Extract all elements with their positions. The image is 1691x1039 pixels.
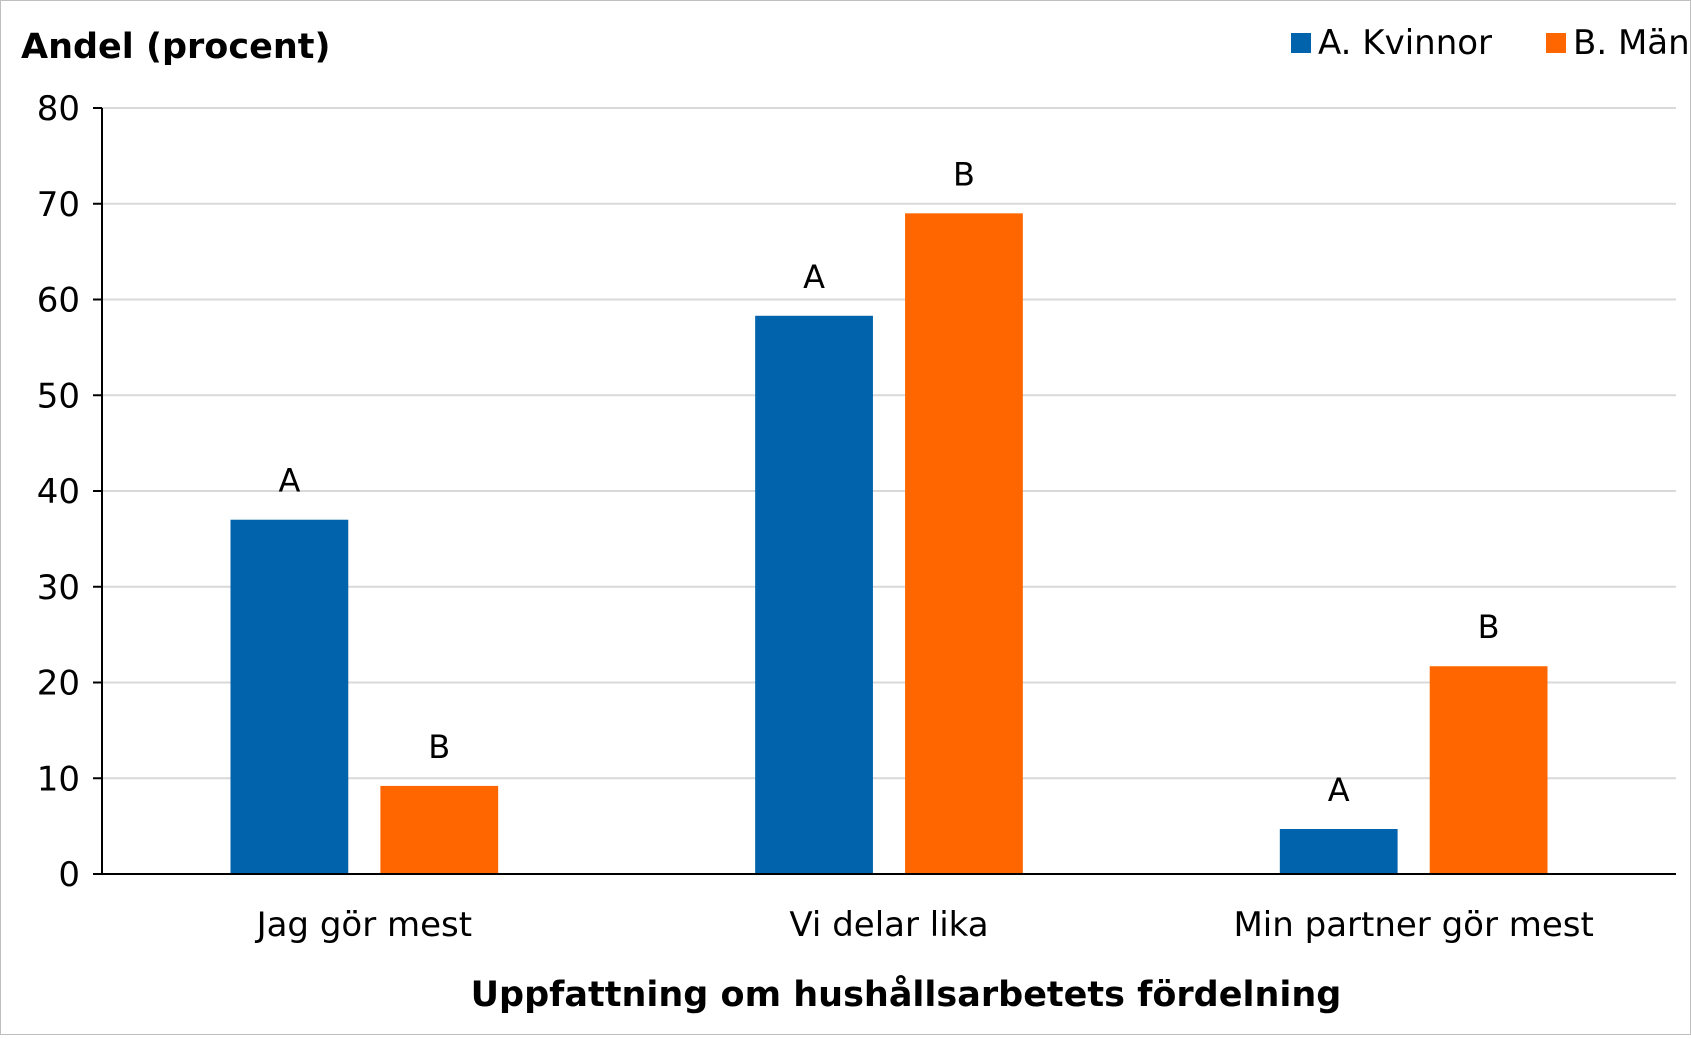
data-labels: A B A B A B (278, 155, 1499, 809)
legend: A. Kvinnor B. Män (1291, 23, 1690, 63)
legend-label: B. Män (1573, 23, 1690, 63)
data-label: A (278, 462, 300, 500)
y-tick-label: 40 (37, 472, 80, 512)
bar-a-3 (1279, 828, 1398, 874)
x-category-label: Vi delar lika (789, 905, 988, 945)
y-tick-labels: 0 10 20 30 40 50 60 70 80 (37, 89, 80, 895)
data-label: B (1478, 608, 1500, 646)
y-tick-label: 80 (37, 89, 80, 129)
bars (230, 213, 1548, 875)
bar-b-2 (905, 213, 1023, 874)
x-category-label: Jag gör mest (255, 905, 473, 945)
y-tick-label: 20 (37, 664, 80, 704)
legend-swatch (1546, 33, 1566, 53)
y-tick-label: 30 (37, 568, 80, 608)
bar-b-1 (380, 785, 499, 874)
legend-label: A. Kvinnor (1318, 23, 1492, 63)
gridlines (102, 107, 1676, 780)
bar-a-1 (230, 519, 349, 874)
y-axis-title: Andel (procent) (21, 27, 330, 67)
y-tick-label: 60 (37, 281, 80, 321)
data-label: B (953, 155, 975, 193)
data-label: A (1328, 771, 1350, 809)
data-label: A (803, 258, 825, 296)
bar-a-2 (755, 315, 873, 875)
x-category-labels: Jag gör mest Vi delar lika Min partner gör… (255, 905, 1594, 945)
x-axis-title: Uppfattning om hushållsarbetets fördelni… (471, 974, 1342, 1015)
bar-b-3 (1429, 666, 1548, 874)
y-tick-label: 10 (37, 759, 80, 799)
legend-swatch (1291, 33, 1311, 53)
data-label: B (428, 728, 450, 766)
y-tick-label: 0 (58, 855, 80, 895)
y-tick-label: 50 (37, 376, 80, 416)
x-category-label: Min partner gör mest (1233, 905, 1593, 945)
y-tick-label: 70 (37, 185, 80, 225)
axes (93, 107, 1676, 875)
